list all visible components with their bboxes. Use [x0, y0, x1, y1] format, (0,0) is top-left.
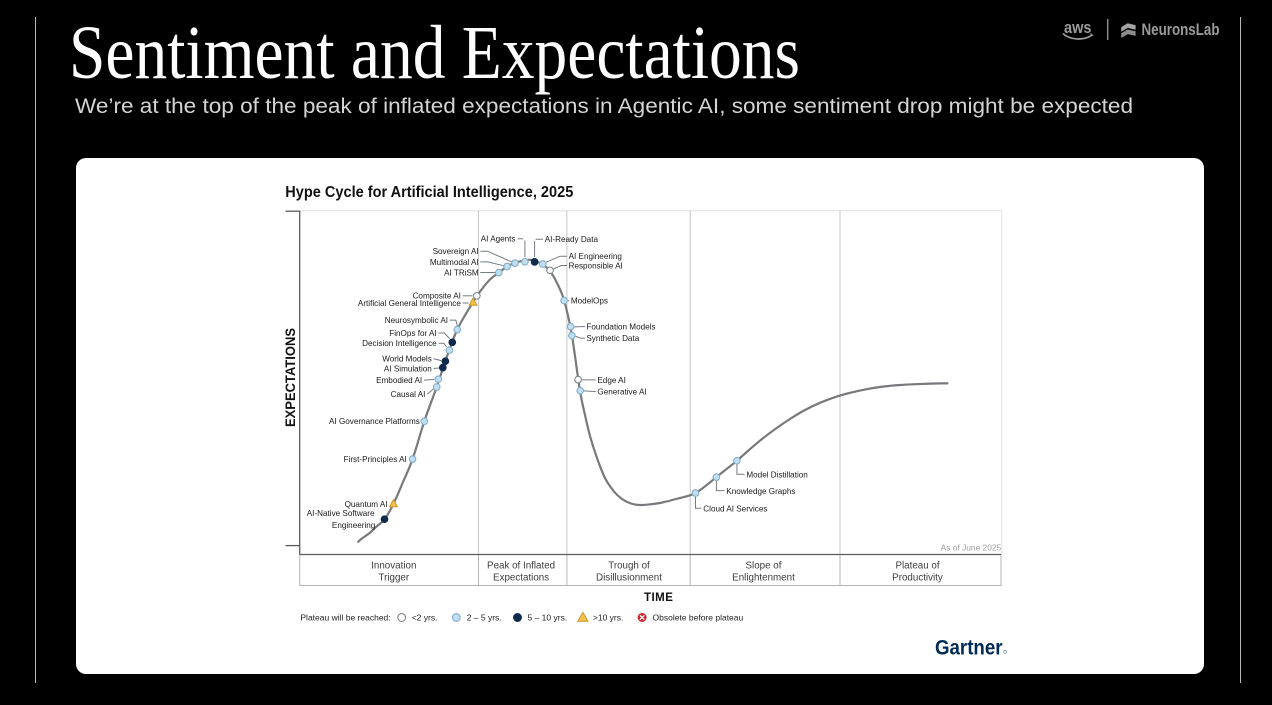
svg-text:AI Governance Platforms: AI Governance Platforms — [329, 417, 420, 426]
svg-text:Foundation Models: Foundation Models — [586, 323, 655, 332]
svg-text:Synthetic Data: Synthetic Data — [586, 334, 639, 343]
svg-text:Peak of Inflated: Peak of Inflated — [487, 561, 555, 572]
svg-text:Gartner: Gartner — [935, 636, 1003, 660]
svg-text:Sentiment and Expectations: Sentiment and Expectations — [69, 11, 800, 95]
svg-text:Plateau will be reached:: Plateau will be reached: — [300, 613, 390, 623]
svg-text:Artificial General Intelligenc: Artificial General Intelligence — [358, 299, 461, 308]
svg-text:Embodied AI: Embodied AI — [376, 376, 422, 385]
svg-text:First-Principles AI: First-Principles AI — [344, 455, 407, 464]
svg-text:AI Simulation: AI Simulation — [384, 364, 432, 373]
svg-text:AI TRiSM: AI TRiSM — [444, 268, 479, 277]
svg-text:Trigger: Trigger — [378, 572, 409, 583]
svg-text:Hype Cycle for Artificial Inte: Hype Cycle for Artificial Intelligence, … — [285, 184, 573, 201]
svg-text:Slope of: Slope of — [746, 561, 782, 572]
svg-text:Cloud AI Services: Cloud AI Services — [703, 505, 767, 514]
svg-text:Engineering: Engineering — [332, 521, 375, 530]
svg-text:NeuronsLab: NeuronsLab — [1142, 21, 1220, 39]
svg-text:Innovation: Innovation — [371, 561, 416, 572]
svg-text:AI-Ready Data: AI-Ready Data — [545, 235, 599, 244]
svg-text:Neurosymbolic AI: Neurosymbolic AI — [385, 316, 448, 325]
svg-text:Obsolete before plateau: Obsolete before plateau — [653, 613, 744, 623]
svg-text:TIME: TIME — [644, 592, 673, 604]
svg-text:Expectations: Expectations — [493, 572, 549, 583]
svg-text:Generative AI: Generative AI — [597, 388, 646, 397]
svg-text:ModelOps: ModelOps — [571, 297, 608, 306]
svg-text:Decision Intelligence: Decision Intelligence — [362, 339, 437, 348]
svg-text:Causal AI: Causal AI — [391, 390, 426, 399]
svg-text:AI Agents: AI Agents — [481, 235, 516, 244]
svg-text:Edge AI: Edge AI — [597, 376, 625, 385]
svg-text:EXPECTATIONS: EXPECTATIONS — [282, 328, 298, 427]
svg-text:Trough of: Trough of — [608, 561, 650, 572]
svg-text:aws: aws — [1064, 18, 1092, 37]
svg-text:2 – 5 yrs.: 2 – 5 yrs. — [467, 613, 502, 623]
svg-text:Plateau of: Plateau of — [895, 561, 939, 572]
svg-text:<2 yrs.: <2 yrs. — [412, 613, 438, 623]
svg-text:Multimodal AI: Multimodal AI — [430, 258, 479, 267]
svg-text:Disillusionment: Disillusionment — [596, 572, 662, 583]
svg-text:Composite AI: Composite AI — [413, 292, 461, 301]
svg-text:Quantum AI: Quantum AI — [345, 500, 388, 509]
svg-text:>10 yrs.: >10 yrs. — [593, 613, 623, 623]
svg-text:Knowledge Graphs: Knowledge Graphs — [726, 487, 795, 496]
svg-text:Enlightenment: Enlightenment — [732, 572, 795, 583]
svg-text:As of June 2025: As of June 2025 — [941, 542, 1002, 552]
svg-text:World Models: World Models — [382, 355, 432, 364]
svg-text:Model Distillation: Model Distillation — [746, 471, 807, 480]
svg-text:Responsible AI: Responsible AI — [569, 261, 623, 270]
svg-text:5 – 10 yrs.: 5 – 10 yrs. — [528, 613, 568, 623]
svg-text:We’re at the top of the peak o: We’re at the top of the peak of inflated… — [75, 94, 1133, 118]
svg-text:FinOps for AI: FinOps for AI — [389, 329, 436, 338]
svg-text:Productivity: Productivity — [892, 572, 943, 583]
svg-text:AI-Native Software: AI-Native Software — [307, 509, 375, 518]
svg-text:Sovereign AI: Sovereign AI — [433, 247, 479, 256]
svg-text:AI Engineering: AI Engineering — [569, 252, 622, 261]
